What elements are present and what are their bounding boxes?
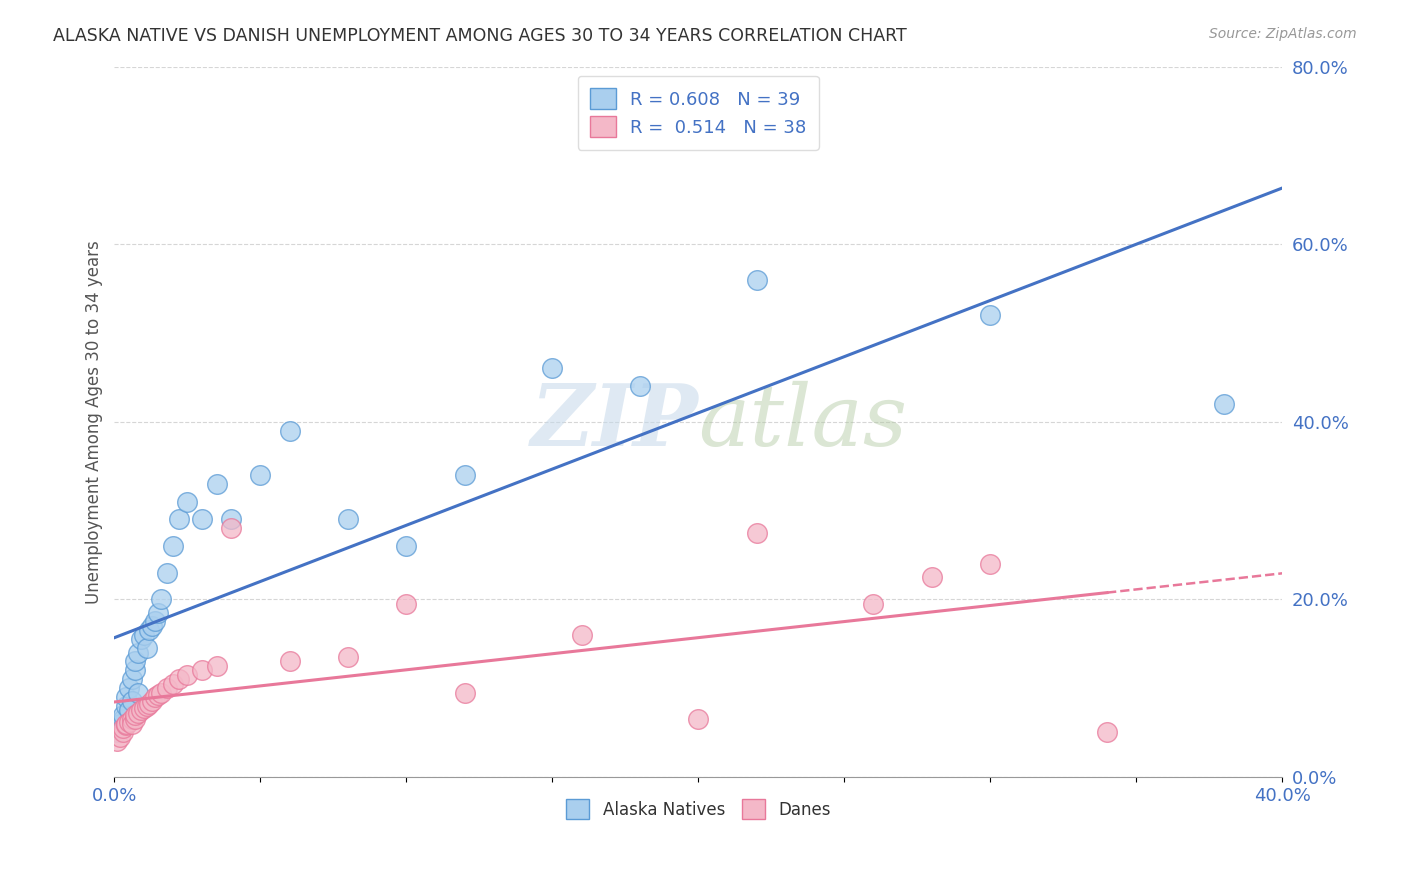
Text: ZIP: ZIP bbox=[530, 380, 699, 464]
Point bbox=[1212, 397, 1234, 411]
Point bbox=[110, 716, 132, 731]
Point bbox=[138, 697, 160, 711]
Point bbox=[150, 685, 173, 699]
Point bbox=[115, 716, 138, 731]
Point bbox=[124, 707, 146, 722]
Point bbox=[454, 685, 477, 699]
Point bbox=[124, 655, 146, 669]
Point bbox=[148, 606, 170, 620]
Point bbox=[162, 539, 184, 553]
Point bbox=[336, 512, 359, 526]
Legend: Alaska Natives, Danes: Alaska Natives, Danes bbox=[560, 793, 838, 825]
Point bbox=[121, 712, 143, 726]
Point bbox=[219, 521, 242, 535]
Point bbox=[112, 721, 135, 735]
Point bbox=[118, 703, 141, 717]
Point bbox=[191, 663, 214, 677]
Text: ALASKA NATIVE VS DANISH UNEMPLOYMENT AMONG AGES 30 TO 34 YEARS CORRELATION CHART: ALASKA NATIVE VS DANISH UNEMPLOYMENT AMO… bbox=[53, 27, 907, 45]
Point bbox=[745, 525, 768, 540]
Point bbox=[112, 707, 135, 722]
Point bbox=[1095, 725, 1118, 739]
Point bbox=[688, 712, 710, 726]
Point bbox=[118, 681, 141, 695]
Point bbox=[454, 468, 477, 483]
Point bbox=[862, 597, 884, 611]
Point bbox=[541, 361, 564, 376]
Point bbox=[141, 694, 163, 708]
Point bbox=[278, 655, 301, 669]
Point bbox=[979, 557, 1001, 571]
Point bbox=[628, 379, 651, 393]
Text: atlas: atlas bbox=[699, 380, 907, 463]
Point bbox=[135, 698, 157, 713]
Point bbox=[571, 628, 593, 642]
Point bbox=[121, 672, 143, 686]
Point bbox=[191, 512, 214, 526]
Point bbox=[205, 659, 228, 673]
Point bbox=[132, 700, 155, 714]
Point bbox=[921, 570, 943, 584]
Point bbox=[115, 690, 138, 704]
Point bbox=[150, 592, 173, 607]
Point bbox=[135, 641, 157, 656]
Point bbox=[121, 694, 143, 708]
Point bbox=[132, 628, 155, 642]
Y-axis label: Unemployment Among Ages 30 to 34 years: Unemployment Among Ages 30 to 34 years bbox=[86, 240, 103, 604]
Point bbox=[141, 619, 163, 633]
Point bbox=[112, 712, 135, 726]
Point bbox=[148, 688, 170, 702]
Point bbox=[118, 714, 141, 729]
Point bbox=[115, 718, 138, 732]
Point bbox=[745, 273, 768, 287]
Point bbox=[127, 646, 149, 660]
Point bbox=[112, 725, 135, 739]
Point bbox=[336, 650, 359, 665]
Point bbox=[167, 512, 190, 526]
Point bbox=[110, 730, 132, 744]
Point bbox=[278, 424, 301, 438]
Point bbox=[156, 681, 179, 695]
Point bbox=[129, 632, 152, 647]
Point bbox=[127, 685, 149, 699]
Point bbox=[979, 308, 1001, 322]
Point bbox=[115, 698, 138, 713]
Point bbox=[162, 676, 184, 690]
Point bbox=[124, 663, 146, 677]
Point bbox=[129, 703, 152, 717]
Point bbox=[176, 494, 198, 508]
Point bbox=[127, 706, 149, 720]
Point bbox=[121, 716, 143, 731]
Point bbox=[249, 468, 271, 483]
Point bbox=[124, 712, 146, 726]
Point bbox=[105, 734, 128, 748]
Point bbox=[219, 512, 242, 526]
Point bbox=[205, 476, 228, 491]
Point bbox=[138, 624, 160, 638]
Point bbox=[143, 690, 166, 704]
Point bbox=[105, 725, 128, 739]
Point bbox=[143, 615, 166, 629]
Point bbox=[395, 597, 418, 611]
Text: Source: ZipAtlas.com: Source: ZipAtlas.com bbox=[1209, 27, 1357, 41]
Point bbox=[176, 667, 198, 681]
Point bbox=[395, 539, 418, 553]
Point bbox=[167, 672, 190, 686]
Point bbox=[156, 566, 179, 580]
